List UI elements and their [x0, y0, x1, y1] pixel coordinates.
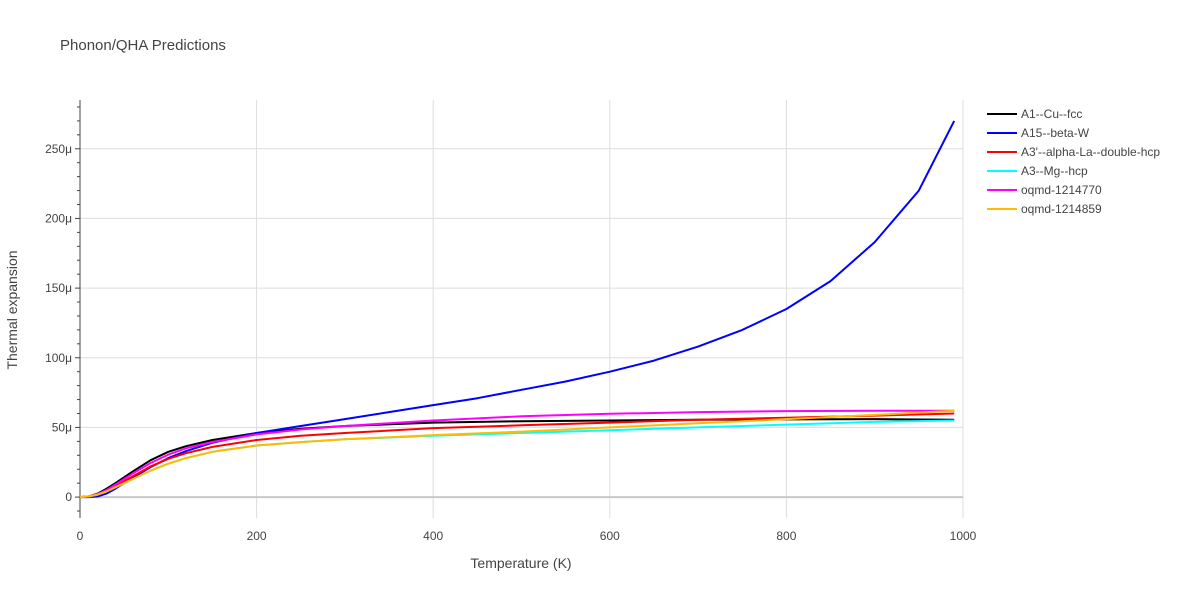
y-tick-label: 150μ [45, 281, 72, 295]
legend-item-0[interactable]: A1--Cu--fcc [987, 107, 1082, 121]
legend-label: oqmd-1214859 [1021, 202, 1102, 216]
legend-label: A15--beta-W [1021, 126, 1090, 140]
legend-label: A3'--alpha-La--double-hcp [1021, 145, 1160, 159]
legend-label: A1--Cu--fcc [1021, 107, 1082, 121]
series-lines [79, 120, 956, 499]
y-tick-label: 100μ [45, 351, 72, 365]
y-tick-label: 0 [65, 490, 72, 504]
grid [80, 100, 964, 518]
y-tick-label: 50μ [52, 420, 72, 434]
y-tick-label: 250μ [45, 142, 72, 156]
y-ticks: 0 50μ 100μ 150μ 200μ 250μ [45, 106, 80, 512]
y-tick-label: 200μ [45, 211, 72, 225]
chart-title: Phonon/QHA Predictions [60, 37, 226, 54]
x-tick-label: 400 [423, 529, 443, 543]
x-tick-label: 1000 [950, 529, 977, 543]
series-line-4 [79, 409, 955, 499]
series-line-5 [79, 409, 955, 499]
x-axis-label: Temperature (K) [470, 555, 571, 571]
legend-label: oqmd-1214770 [1021, 183, 1102, 197]
legend-item-1[interactable]: A15--beta-W [987, 126, 1090, 140]
legend-item-5[interactable]: oqmd-1214859 [987, 202, 1102, 216]
x-tick-label: 200 [247, 529, 267, 543]
x-ticks: 0 200 400 600 800 1000 [77, 529, 977, 543]
x-tick-label: 600 [600, 529, 620, 543]
legend-item-2[interactable]: A3'--alpha-La--double-hcp [987, 145, 1160, 159]
legend-item-3[interactable]: A3--Mg--hcp [987, 164, 1088, 178]
y-axis-label: Thermal expansion [4, 250, 20, 369]
x-tick-label: 800 [776, 529, 796, 543]
legend[interactable]: A1--Cu--fcc A15--beta-W A3'--alpha-La--dou… [987, 107, 1160, 216]
legend-label: A3--Mg--hcp [1021, 164, 1088, 178]
x-tick-label: 0 [77, 529, 84, 543]
legend-item-4[interactable]: oqmd-1214770 [987, 183, 1102, 197]
series-line-2 [79, 412, 955, 499]
